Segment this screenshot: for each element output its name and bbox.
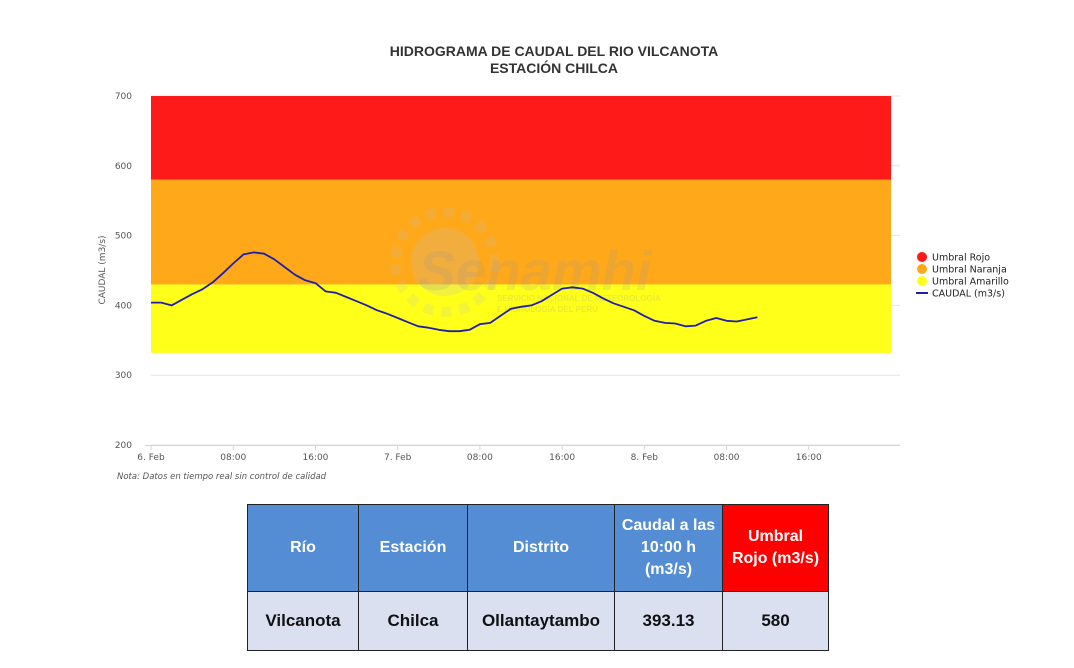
y-tick-label: 400 bbox=[115, 301, 132, 311]
header-estacion: Estación bbox=[358, 504, 468, 592]
station-info-table: Río Estación Distrito Caudal a las 10:00… bbox=[247, 504, 829, 651]
y-tick-label: 200 bbox=[115, 441, 132, 451]
legend-label: Umbral Amarillo bbox=[932, 277, 1009, 288]
legend-label: Umbral Naranja bbox=[932, 265, 1007, 276]
threshold-bands bbox=[151, 96, 891, 353]
header-rio: Río bbox=[247, 504, 359, 592]
cell-umbral-rojo: 580 bbox=[722, 591, 829, 651]
band-umbral-naranja bbox=[151, 179, 891, 285]
x-tick-label: 16:00 bbox=[302, 453, 328, 463]
cell-distrito: Ollantaytambo bbox=[467, 591, 615, 651]
legend-marker bbox=[917, 252, 927, 262]
caudal-series-line bbox=[151, 251, 758, 333]
sun-logo-icon bbox=[390, 207, 500, 317]
watermark-line-1: SERVICIO NACIONAL DE METEOROLOGÍA bbox=[497, 294, 661, 303]
x-tick-label: 08:00 bbox=[220, 453, 246, 463]
band-umbral-amarillo bbox=[151, 284, 891, 353]
cell-rio: Vilcanota bbox=[247, 591, 359, 651]
legend-marker bbox=[917, 264, 927, 274]
x-tick-label: 08:00 bbox=[467, 453, 493, 463]
axes: 200 300 400 500 600 700 6. Feb 08:00 16:00 7. Feb… bbox=[115, 92, 900, 463]
chart-subtitle: ESTACIÓN CHILCA bbox=[490, 59, 618, 76]
x-tick-label: 6. Feb bbox=[137, 453, 165, 463]
cell-caudal: 393.13 bbox=[614, 591, 723, 651]
y-tick-label: 300 bbox=[115, 371, 132, 381]
x-tick-label: 08:00 bbox=[714, 453, 740, 463]
table-header-row: Río Estación Distrito Caudal a las 10:00… bbox=[247, 504, 829, 592]
table-row: Vilcanota Chilca Ollantaytambo 393.13 58… bbox=[247, 591, 829, 651]
watermark-brand: Senamhi bbox=[418, 239, 653, 302]
senamhi-watermark: Senamhi SERVICIO NACIONAL DE METEOROLOGÍ… bbox=[390, 207, 661, 317]
y-tick-label: 700 bbox=[115, 92, 132, 102]
chart-note: Nota: Datos en tiempo real sin control d… bbox=[117, 472, 327, 482]
x-tick-label: 16:00 bbox=[796, 453, 822, 463]
y-tick-label: 500 bbox=[115, 232, 132, 242]
header-umbral-rojo: Umbral Rojo (m3/s) bbox=[722, 504, 829, 592]
x-tick-label: 8. Feb bbox=[631, 453, 659, 463]
y-axis-label: CAUDAL (m3/s) bbox=[98, 235, 108, 304]
legend-label: CAUDAL (m3/s) bbox=[932, 289, 1005, 300]
x-tick-label: 16:00 bbox=[549, 453, 575, 463]
hydrograph-chart: HIDROGRAMA DE CAUDAL DEL RIO VILCANOTA E… bbox=[98, 43, 1009, 463]
header-caudal: Caudal a las 10:00 h (m3/s) bbox=[614, 504, 723, 592]
header-distrito: Distrito bbox=[467, 504, 615, 592]
x-tick-label: 7. Feb bbox=[384, 453, 412, 463]
band-umbral-rojo bbox=[151, 96, 891, 180]
legend-label: Umbral Rojo bbox=[932, 253, 990, 264]
cell-estacion: Chilca bbox=[358, 591, 468, 651]
y-tick-label: 600 bbox=[115, 162, 132, 172]
legend-marker bbox=[917, 276, 927, 286]
watermark-line-2: E HIDROLOGÍA DEL PERÚ bbox=[497, 305, 598, 314]
chart-title: HIDROGRAMA DE CAUDAL DEL RIO VILCANOTA bbox=[390, 43, 718, 59]
